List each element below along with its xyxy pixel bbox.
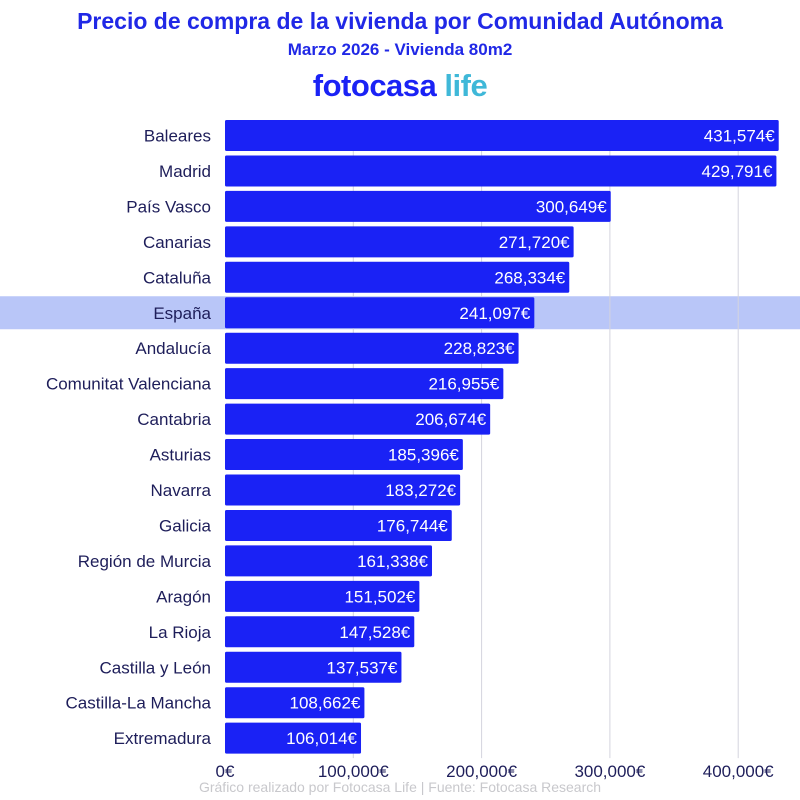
- category-label: Extremadura: [114, 729, 212, 748]
- bar-value-label: 216,955€: [428, 375, 499, 394]
- bar: [225, 261, 570, 293]
- bar-value-label: 106,014€: [286, 729, 357, 748]
- bar: [225, 545, 432, 577]
- category-label: Navarra: [151, 481, 212, 500]
- category-label: Madrid: [159, 162, 211, 181]
- category-label: Castilla-La Mancha: [65, 694, 211, 713]
- category-label: Cataluña: [143, 268, 212, 287]
- bar-value-label: 429,791€: [702, 162, 773, 181]
- bar: [225, 439, 463, 471]
- bar: [225, 190, 611, 222]
- footer-source: Gráfico realizado por Fotocasa Life | Fu…: [198, 779, 602, 795]
- bar: [225, 651, 402, 683]
- bar: [225, 616, 415, 648]
- bar-value-label: 271,720€: [499, 233, 570, 252]
- category-label: Región de Murcia: [78, 552, 212, 571]
- bar: [225, 509, 452, 541]
- category-label: Cantabria: [137, 410, 211, 429]
- bar: [225, 580, 420, 612]
- logo-suffix: life: [444, 68, 488, 103]
- category-label: Aragón: [156, 587, 211, 606]
- bar-value-label: 137,537€: [327, 658, 398, 677]
- bar-value-label: 268,334€: [494, 268, 565, 287]
- category-label: Canarias: [143, 233, 211, 252]
- category-label: La Rioja: [149, 623, 212, 642]
- category-label: País Vasco: [126, 197, 211, 216]
- x-tick-label: 100,000€: [318, 762, 389, 781]
- x-tick-label: 300,000€: [574, 762, 645, 781]
- bar: [225, 474, 461, 506]
- x-tick-label: 0€: [216, 762, 235, 781]
- category-label: Asturias: [150, 446, 211, 465]
- category-label: Andalucía: [135, 339, 211, 358]
- bar-value-label: 151,502€: [344, 587, 415, 606]
- bar-value-label: 300,649€: [536, 197, 607, 216]
- bar: [225, 403, 491, 435]
- x-tick-label: 400,000€: [703, 762, 774, 781]
- bar-value-label: 228,823€: [444, 339, 515, 358]
- bar-value-label: 431,574€: [704, 127, 775, 146]
- category-label: España: [153, 304, 211, 323]
- x-tick-label: 200,000€: [446, 762, 517, 781]
- bar: [225, 368, 504, 400]
- category-label: Baleares: [144, 127, 211, 146]
- bar: [225, 687, 365, 719]
- bar-value-label: 241,097€: [459, 304, 530, 323]
- bar-value-label: 183,272€: [385, 481, 456, 500]
- chart-title: Precio de compra de la vivienda por Comu…: [77, 8, 723, 34]
- category-label: Comunitat Valenciana: [46, 375, 212, 394]
- bar-value-label: 147,528€: [339, 623, 410, 642]
- bar-value-label: 161,338€: [357, 552, 428, 571]
- bar: [225, 155, 777, 187]
- chart-subtitle: Marzo 2026 - Vivienda 80m2: [287, 40, 513, 59]
- bar-value-label: 108,662€: [290, 694, 361, 713]
- bar: [225, 120, 779, 151]
- bar-value-label: 185,396€: [388, 446, 459, 465]
- bar-value-label: 176,744€: [377, 516, 448, 535]
- bar: [225, 332, 519, 364]
- bar-value-label: 206,674€: [415, 410, 486, 429]
- logo-brand: fotocasa: [312, 68, 437, 103]
- bar: [225, 297, 535, 329]
- bar: [225, 226, 574, 258]
- fotocasa-life-logo: fotocasa life: [0, 68, 800, 104]
- bar: [225, 722, 362, 754]
- category-label: Castilla y León: [99, 658, 211, 677]
- category-label: Galicia: [159, 516, 212, 535]
